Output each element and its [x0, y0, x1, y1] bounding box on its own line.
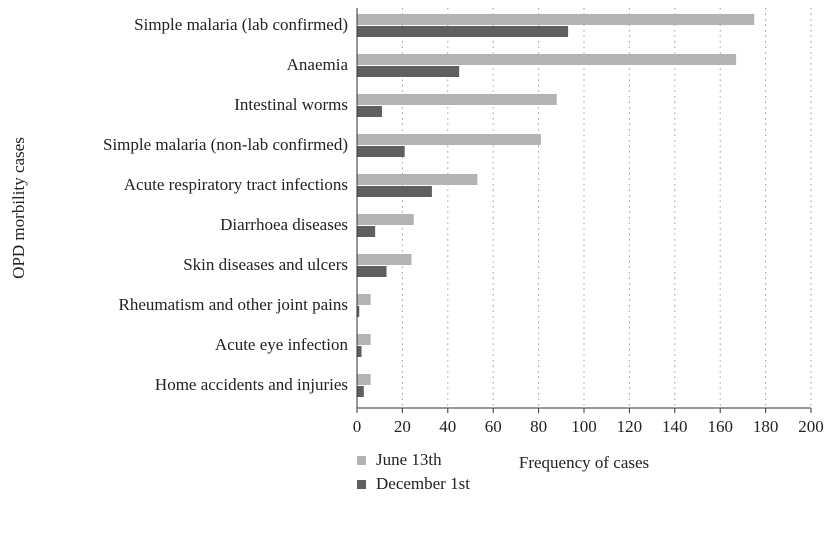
- bar: [357, 386, 364, 397]
- bar: [357, 174, 478, 185]
- bar: [357, 186, 432, 197]
- y-tick-label: Home accidents and injuries: [155, 375, 348, 394]
- bar: [357, 26, 569, 37]
- y-tick-label: Acute respiratory tract infections: [124, 175, 348, 194]
- bar: [357, 334, 371, 345]
- y-tick-label: Acute eye infection: [215, 335, 349, 354]
- x-tick-label: 80: [530, 417, 547, 436]
- y-tick-label: Diarrhoea diseases: [220, 215, 348, 234]
- x-tick-label: 60: [485, 417, 502, 436]
- y-tick-label: Intestinal worms: [234, 95, 348, 114]
- x-tick-label: 180: [753, 417, 779, 436]
- x-tick-label: 40: [439, 417, 456, 436]
- x-tick-label: 140: [662, 417, 688, 436]
- legend-label: December 1st: [376, 474, 470, 493]
- legend-swatch: [357, 456, 366, 465]
- bar: [357, 106, 382, 117]
- y-tick-label: Skin diseases and ulcers: [183, 255, 348, 274]
- x-tick-label: 120: [617, 417, 643, 436]
- x-tick-label: 100: [571, 417, 597, 436]
- y-tick-label: Simple malaria (lab confirmed): [134, 15, 348, 34]
- y-tick-label: Anaemia: [287, 55, 349, 74]
- y-tick-label: Rheumatism and other joint pains: [119, 295, 348, 314]
- bar: [357, 226, 376, 237]
- bar: [357, 374, 371, 385]
- y-tick-label: Simple malaria (non-lab confirmed): [103, 135, 348, 154]
- bar: [357, 54, 737, 65]
- x-tick-label: 20: [394, 417, 411, 436]
- bar: [357, 346, 362, 357]
- bar: [357, 214, 414, 225]
- x-tick-label: 160: [707, 417, 733, 436]
- bar: [357, 94, 557, 105]
- bar: [357, 294, 371, 305]
- bar: [357, 14, 755, 25]
- y-axis-label: OPD morbility cases: [9, 137, 28, 279]
- legend-label: June 13th: [376, 450, 442, 469]
- legend-swatch: [357, 480, 366, 489]
- bar: [357, 134, 541, 145]
- bar: [357, 66, 460, 77]
- x-tick-label: 0: [353, 417, 362, 436]
- bar: [357, 254, 412, 265]
- x-tick-label: 200: [798, 417, 824, 436]
- x-axis-label: Frequency of cases: [519, 453, 649, 472]
- bar: [357, 266, 387, 277]
- bar: [357, 306, 360, 317]
- bar: [357, 146, 405, 157]
